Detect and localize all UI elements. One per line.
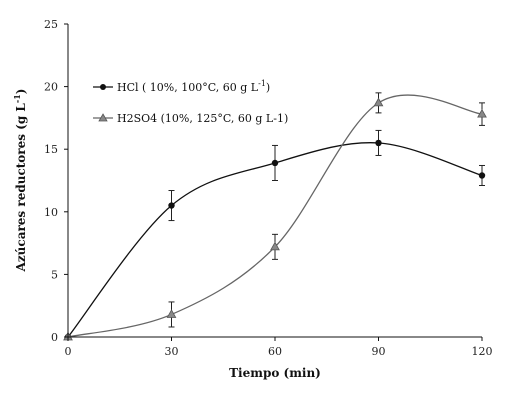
data-point-hcl: [271, 159, 279, 167]
y-axis-title: Azúcares reductores (g L-1): [12, 89, 28, 273]
x-tick-label: 60: [268, 345, 282, 358]
data-point-h2so4: [166, 309, 177, 318]
legend-label-hcl-sup: -1: [258, 79, 266, 88]
x-tick-label: 30: [165, 345, 179, 358]
data-point-h2so4: [373, 97, 384, 107]
legend-label-hcl-main: HCl ( 10%, 100°C, 60 g L: [117, 81, 259, 94]
y-tick-label: 20: [44, 81, 58, 94]
x-tick-label: 90: [372, 345, 386, 358]
x-tick-label: 0: [65, 345, 72, 358]
y-tick-label: 0: [51, 331, 58, 344]
data-point-hcl: [168, 202, 175, 209]
legend-marker-hcl: [100, 84, 106, 90]
legend-label-h2so4: H2SO4 (10%, 125°C, 60 g L-1): [117, 112, 288, 125]
data-point-h2so4: [477, 108, 487, 118]
legend-item-hcl: HCl ( 10%, 100°C, 60 g L-1): [93, 79, 270, 94]
data-point-h2so4: [270, 241, 280, 251]
y-tick-label: 10: [44, 206, 58, 219]
legend-item-h2so4: H2SO4 (10%, 125°C, 60 g L-1): [93, 112, 288, 125]
y-axis-title-sup: -1: [12, 94, 22, 103]
y-ticks: 0 5 10 15 20 25: [44, 18, 68, 344]
x-axis-title: Tiempo (min): [229, 366, 321, 380]
data-point-hcl: [478, 172, 486, 179]
y-axis-title-main: Azúcares reductores (g L: [14, 103, 28, 273]
x-tick-label: 120: [472, 345, 493, 358]
plot-area: [63, 92, 487, 341]
legend-marker-h2so4: [98, 113, 108, 122]
data-point-hcl: [375, 139, 382, 147]
y-axis-title-close: ): [14, 89, 28, 95]
series-line-h2so4: [67, 94, 483, 338]
legend-label-hcl: HCl ( 10%, 100°C, 60 g L-1): [117, 79, 270, 94]
y-tick-label: 25: [44, 18, 58, 31]
x-ticks: 0 30 60 90 120: [65, 337, 493, 358]
y-tick-label: 15: [44, 143, 58, 156]
legend: HCl ( 10%, 100°C, 60 g L-1) H2SO4 (10%, …: [93, 79, 288, 125]
y-tick-label: 5: [51, 268, 58, 281]
legend-label-hcl-close: ): [266, 81, 270, 94]
